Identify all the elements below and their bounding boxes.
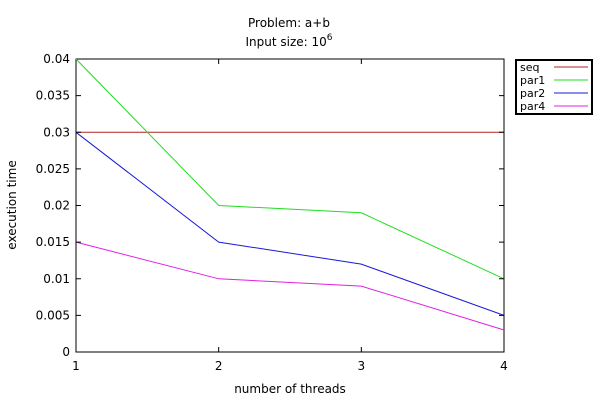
series-line-par1 [75,58,505,280]
legend-label-par2: par2 [520,87,545,100]
legend-label-seq: seq [520,61,539,74]
y-tick-label: 0.01 [43,272,70,286]
legend-label-par4: par4 [520,100,545,113]
subtitle-text: Input size: 10 [245,35,326,49]
y-axis-label: execution time [5,160,19,249]
subtitle-exponent: 6 [327,33,333,43]
y-tick-label: 0.03 [43,125,70,139]
y-tick-label: 0.02 [43,199,70,213]
axis-ticks: 0 0.005 0.01 0.015 0.02 0.025 0.03 0.035 0.04 1 2 3… [36,52,508,373]
y-tick-label: 0 [62,345,70,359]
chart-title: Problem: a+b [248,16,330,30]
x-axis-label: number of threads [234,382,346,396]
x-tick-label: 3 [358,359,366,373]
x-tick-label: 2 [215,359,223,373]
y-tick-label: 0.005 [36,308,70,322]
y-tick-label: 0.015 [36,235,70,249]
plot-area [75,58,505,353]
series-line-par4 [75,241,505,331]
x-tick-label: 4 [500,359,508,373]
legend-box [515,59,593,115]
y-tick-label: 0.025 [36,162,70,176]
series-layer [75,58,505,331]
chart-subtitle: Input size: 106 [245,33,332,49]
y-tick-label: 0.04 [43,52,70,66]
y-tick-label: 0.035 [36,89,70,103]
series-line-par2 [75,131,505,316]
x-tick-label: 1 [72,359,80,373]
legend-label-par1: par1 [520,74,545,87]
